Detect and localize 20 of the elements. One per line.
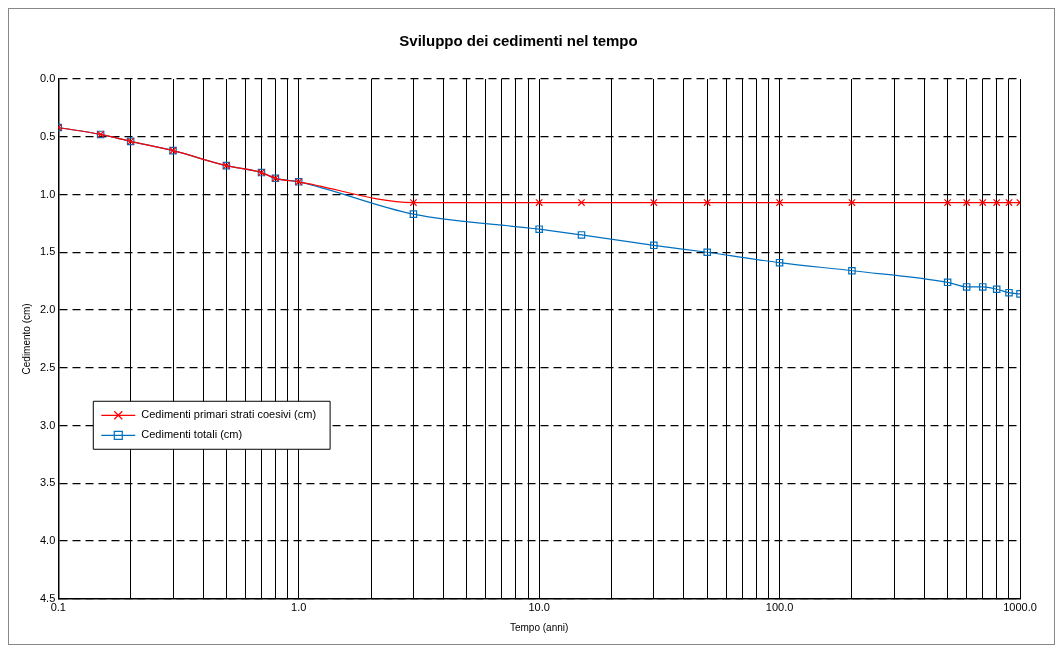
x-tick-label: 100.0 xyxy=(765,601,794,614)
y-tick-label: 3.0 xyxy=(39,418,56,431)
legend-label: Cedimenti primari strati coesivi (cm) xyxy=(141,408,317,421)
y-tick-label: 2.0 xyxy=(39,303,56,316)
chart-title: Sviluppo dei cedimenti nel tempo xyxy=(399,32,638,50)
y-tick-label: 3.5 xyxy=(39,476,56,489)
x-axis-title: Tempo (anni) xyxy=(509,621,569,633)
legend-label: Cedimenti totali (cm) xyxy=(141,428,243,441)
y-tick-label: 2.5 xyxy=(39,360,56,373)
y-tick-label: 1.0 xyxy=(39,187,56,200)
y-tick-label: 4.0 xyxy=(39,534,56,547)
y-tick-label: 0.5 xyxy=(39,129,56,142)
y-axis-title: Cedimento (cm) xyxy=(20,303,32,375)
x-tick-label: 1.0 xyxy=(291,601,307,614)
x-tick-label: 1000.0 xyxy=(1003,601,1037,614)
y-tick-label: 4.5 xyxy=(39,591,56,604)
y-tick-label: 0.0 xyxy=(39,72,56,85)
x-tick-label: 0.1 xyxy=(50,601,66,614)
y-tick-label: 1.5 xyxy=(39,245,56,258)
x-tick-label: 10.0 xyxy=(528,601,550,614)
